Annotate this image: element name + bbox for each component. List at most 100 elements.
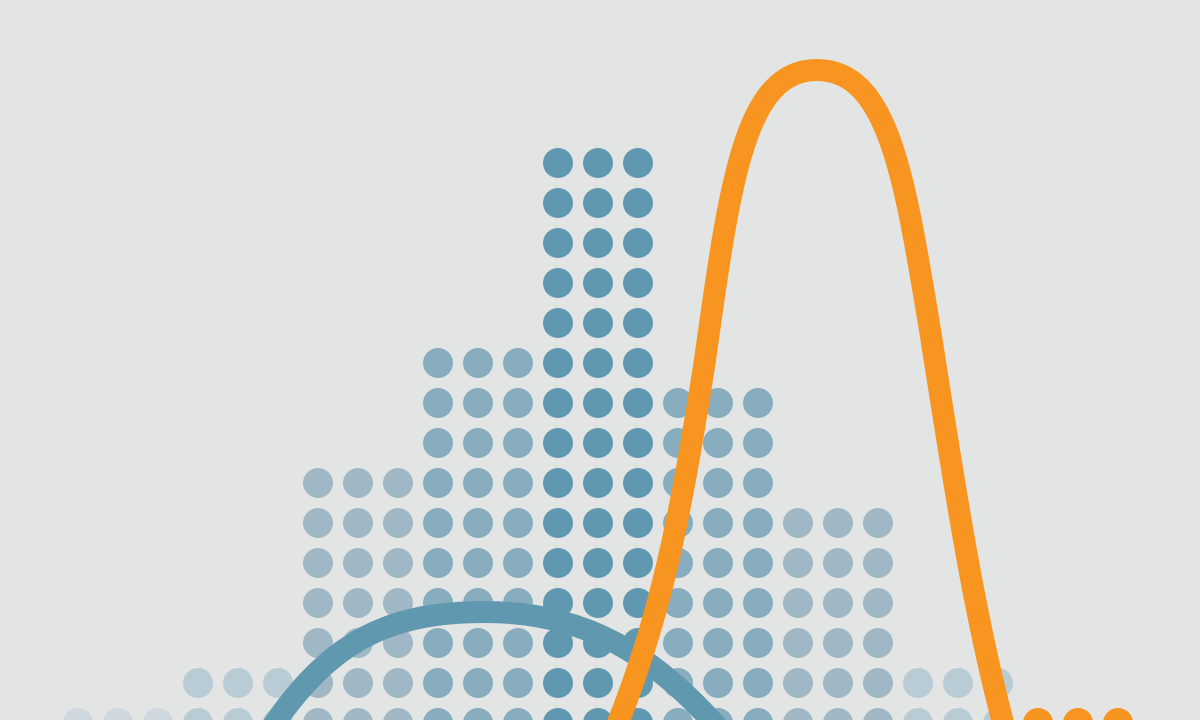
dot (583, 508, 613, 538)
dot (823, 668, 853, 698)
dot (423, 708, 453, 720)
dot (463, 628, 493, 658)
dot (863, 508, 893, 538)
dot (303, 588, 333, 618)
dot (743, 708, 773, 720)
dot (303, 548, 333, 578)
dot (623, 148, 653, 178)
dot (103, 708, 133, 720)
dot (823, 548, 853, 578)
dot (583, 308, 613, 338)
dot (663, 388, 693, 418)
dot (583, 468, 613, 498)
dot (783, 628, 813, 658)
blue-curve (263, 600, 726, 720)
dot (823, 588, 853, 618)
dot (543, 708, 573, 720)
dot (463, 708, 493, 720)
dot (63, 708, 93, 720)
dot (783, 668, 813, 698)
dot (143, 708, 173, 720)
orange-dot (1103, 708, 1133, 720)
dot (423, 428, 453, 458)
dot (943, 708, 973, 720)
dot (383, 468, 413, 498)
dot (343, 548, 373, 578)
dot (703, 468, 733, 498)
dot (583, 228, 613, 258)
dot (783, 508, 813, 538)
dot (343, 708, 373, 720)
dot (503, 708, 533, 720)
dot (703, 428, 733, 458)
orange-dot (1063, 708, 1093, 720)
dot (863, 548, 893, 578)
dot (623, 508, 653, 538)
dot (623, 348, 653, 378)
dot (583, 708, 613, 720)
dot (303, 508, 333, 538)
dot (423, 388, 453, 418)
dot (823, 628, 853, 658)
dot (423, 628, 453, 658)
dot (623, 468, 653, 498)
dot (463, 388, 493, 418)
dot (543, 268, 573, 298)
dot (623, 268, 653, 298)
dot (743, 508, 773, 538)
dot (463, 548, 493, 578)
dot (223, 668, 253, 698)
dot (743, 668, 773, 698)
dot (703, 388, 733, 418)
dot (663, 628, 693, 658)
dot (543, 148, 573, 178)
dot (183, 708, 213, 720)
dot (263, 668, 293, 698)
dot (503, 508, 533, 538)
dot (583, 188, 613, 218)
dot (503, 628, 533, 658)
dot (583, 348, 613, 378)
dot (703, 588, 733, 618)
dot (303, 708, 333, 720)
dot (903, 708, 933, 720)
dot (463, 468, 493, 498)
dot (543, 228, 573, 258)
dot (543, 348, 573, 378)
dot (663, 708, 693, 720)
dot (503, 668, 533, 698)
dot (583, 588, 613, 618)
dot (703, 548, 733, 578)
dot (463, 428, 493, 458)
dot (623, 428, 653, 458)
dot (543, 668, 573, 698)
dot (463, 348, 493, 378)
dot (583, 668, 613, 698)
orange-curve (607, 58, 1014, 720)
dot (423, 668, 453, 698)
dot (423, 548, 453, 578)
dot (743, 468, 773, 498)
orange-dots (1023, 708, 1133, 720)
dot (743, 548, 773, 578)
dot (543, 388, 573, 418)
dot (743, 428, 773, 458)
dot (343, 668, 373, 698)
dot (463, 508, 493, 538)
dot (423, 348, 453, 378)
dot (623, 308, 653, 338)
dot (703, 508, 733, 538)
dot (423, 508, 453, 538)
dot (503, 548, 533, 578)
dot (743, 588, 773, 618)
dot (823, 508, 853, 538)
dot (623, 388, 653, 418)
dot (583, 148, 613, 178)
dot (503, 348, 533, 378)
dot (383, 548, 413, 578)
dot (863, 588, 893, 618)
dot (543, 188, 573, 218)
dot (783, 548, 813, 578)
dot (863, 668, 893, 698)
